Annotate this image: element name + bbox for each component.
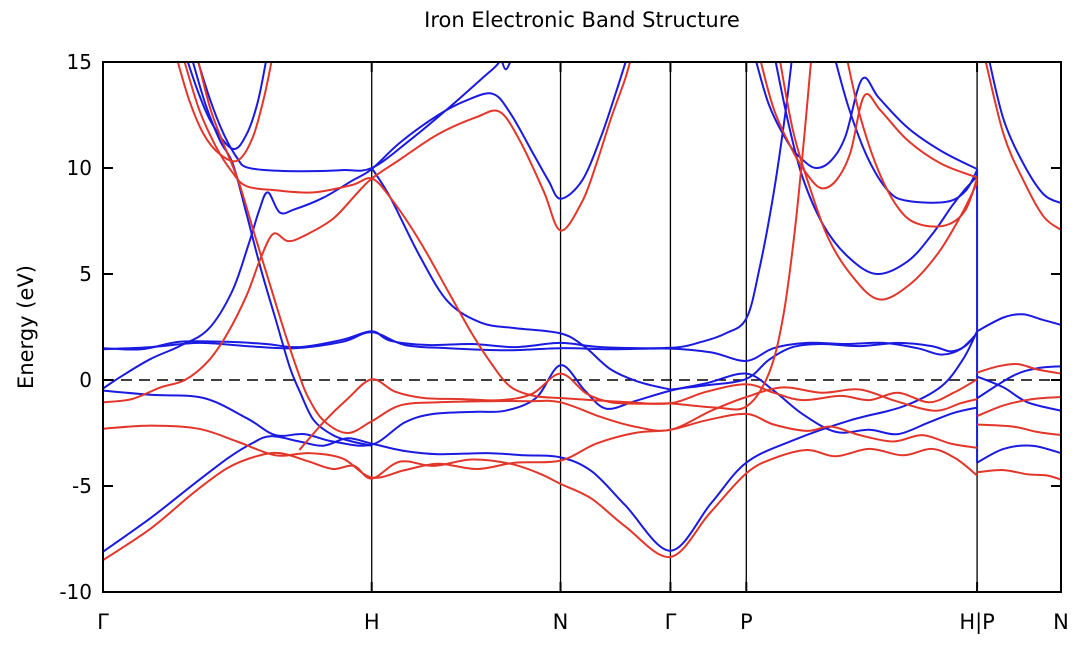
blue-bands-curve bbox=[976, 375, 1061, 412]
blue-bands-curve bbox=[197, 62, 501, 173]
blue-bands-curve bbox=[103, 62, 793, 351]
chart-title: Iron Electronic Band Structure bbox=[424, 8, 740, 32]
y-tick-label: -10 bbox=[59, 580, 92, 604]
y-tick-label: -5 bbox=[72, 474, 92, 498]
red-bands-curve bbox=[976, 362, 1061, 375]
blue-bands-curve bbox=[976, 365, 1061, 400]
y-tick-label: 5 bbox=[79, 262, 92, 286]
red-bands-curve bbox=[183, 62, 978, 405]
x-tick-label-N: N bbox=[1053, 610, 1069, 634]
blue-bands-curve bbox=[186, 62, 267, 150]
red-bands-curve bbox=[984, 62, 1061, 231]
red-bands-curve bbox=[759, 62, 978, 190]
red-bands-curve bbox=[103, 447, 978, 562]
y-tick-label: 15 bbox=[66, 50, 92, 74]
blue-bands-curve bbox=[834, 62, 978, 204]
x-tick-label-N: N bbox=[552, 610, 569, 634]
plot-border bbox=[102, 61, 1062, 593]
red-bands-curve bbox=[976, 469, 1061, 481]
blue-bands-curve bbox=[976, 313, 1061, 333]
red-bands-curve bbox=[976, 396, 1061, 417]
red-bands-curve bbox=[197, 62, 978, 435]
blue-bands-curve bbox=[988, 62, 1061, 204]
red-bands-curve bbox=[176, 62, 273, 163]
red-bands-curve bbox=[977, 423, 1061, 437]
blue-bands-curve bbox=[976, 444, 1061, 464]
x-tick-label-P: P bbox=[739, 610, 753, 634]
x-tick-label-H|P: H|P bbox=[959, 610, 995, 634]
x-tick-label-Γ: Γ bbox=[664, 610, 677, 634]
blue-bands-curve bbox=[501, 62, 512, 71]
blue-bands-curve bbox=[370, 167, 671, 391]
blue-bands-curve bbox=[103, 62, 627, 390]
blue-bands-curve bbox=[670, 332, 978, 391]
red-bands-curve bbox=[670, 62, 812, 411]
y-tick-label: 10 bbox=[66, 156, 92, 180]
x-tick-label-Γ: Γ bbox=[97, 610, 109, 634]
blue-bands-curve bbox=[191, 62, 372, 447]
blue-bands-curve bbox=[103, 330, 978, 553]
x-tick-label-H: H bbox=[363, 610, 380, 634]
red-bands-curve bbox=[779, 62, 978, 301]
blue-bands-curve bbox=[103, 364, 978, 447]
red-bands-curve bbox=[103, 412, 978, 479]
bands-group bbox=[103, 62, 1061, 562]
blue-bands-curve bbox=[103, 331, 978, 362]
y-tick-label: 0 bbox=[79, 368, 92, 392]
red-bands-curve bbox=[103, 62, 632, 404]
red-bands-curve bbox=[298, 372, 671, 451]
